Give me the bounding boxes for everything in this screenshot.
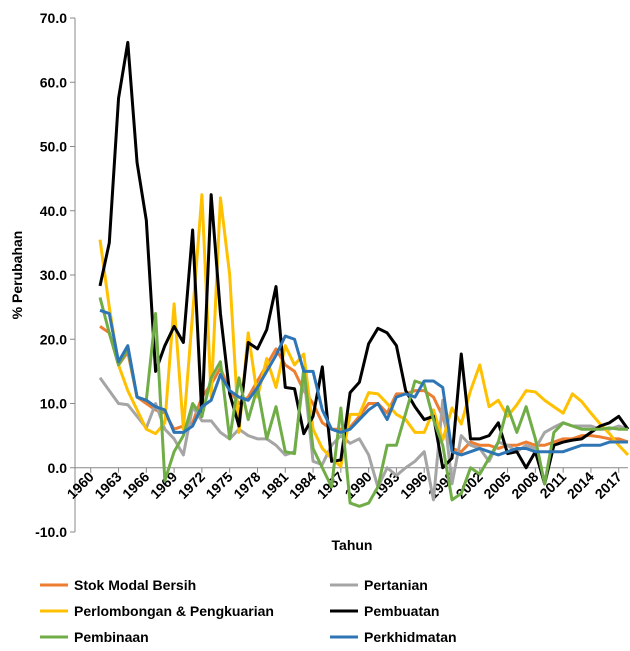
x-tick-label: 1975 (202, 468, 235, 501)
legend-label: Perlombongan & Pengkuarian (74, 603, 274, 619)
x-tick-label: 1960 (64, 468, 97, 501)
y-tick-label: 60.0 (40, 74, 67, 90)
x-tick-label: 2008 (508, 468, 541, 501)
x-tick-label: 1984 (286, 468, 319, 501)
x-tick-label: 2014 (564, 468, 597, 501)
series-line (98, 297, 628, 508)
legend-label: Pertanian (364, 577, 428, 593)
x-tick-label: 2005 (480, 468, 513, 501)
y-axis-title: % Perubahan (9, 231, 25, 320)
x-tick-label: 1978 (230, 468, 263, 501)
y-tick-label: 70.0 (40, 10, 67, 26)
x-axis-title: Tahun (332, 537, 373, 553)
legend-label: Stok Modal Bersih (74, 577, 196, 593)
series-line (98, 40, 630, 486)
x-tick-label: 1963 (91, 468, 124, 501)
y-tick-label: 20.0 (40, 331, 67, 347)
x-tick-label: 2017 (592, 468, 625, 501)
y-tick-label: 40.0 (40, 203, 67, 219)
x-tick-label: 1996 (397, 468, 430, 501)
x-tick-label: 1972 (175, 468, 208, 501)
x-tick-label: 1966 (119, 468, 152, 501)
y-tick-label: 0.0 (48, 460, 68, 476)
series-line (98, 193, 630, 468)
legend-label: Perkhidmatan (364, 629, 457, 645)
legend-label: Pembuatan (364, 603, 439, 619)
series-line (99, 308, 628, 457)
y-tick-label: 30.0 (40, 267, 67, 283)
legend-label: Pembinaan (74, 629, 149, 645)
x-tick-label: 1981 (258, 468, 291, 501)
y-tick-label: -10.0 (35, 524, 67, 540)
y-tick-label: 50.0 (40, 139, 67, 155)
y-tick-label: 10.0 (40, 396, 67, 412)
